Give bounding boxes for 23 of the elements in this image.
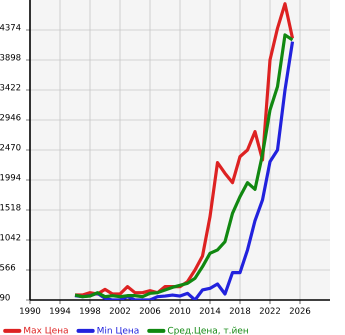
y-tick-label: 3898 [0, 54, 20, 60]
y-tick-label: 3422 [0, 84, 20, 90]
x-tick-label: 2018 [230, 308, 250, 314]
y-tick-label: 2946 [0, 114, 21, 120]
y-tick-label: 566 [0, 264, 16, 270]
x-tick-label: 2006 [140, 308, 160, 314]
x-tick-label: 2002 [110, 308, 130, 314]
x-tick-label: 2022 [260, 308, 280, 314]
y-tick-label: 1042 [0, 234, 20, 240]
legend-label: Max Цена [24, 326, 68, 335]
x-tick-label: 2014 [200, 308, 220, 314]
y-tick-label: 90 [0, 294, 10, 300]
y-tick-label: 1518 [0, 204, 20, 210]
x-tick-label: 1998 [80, 308, 100, 314]
legend-label: Min Цена [98, 326, 138, 335]
y-tick-label: 4374 [0, 24, 21, 30]
x-tick-label: 2010 [170, 308, 190, 314]
x-tick-label: 1994 [50, 308, 70, 314]
legend-label: Сред.Цена, т.йен [168, 326, 248, 335]
y-tick-label: 1994 [0, 174, 21, 180]
x-tick-label: 2026 [290, 308, 310, 314]
y-tick-label: 2470 [0, 144, 21, 150]
x-tick-label: 1990 [20, 308, 40, 314]
